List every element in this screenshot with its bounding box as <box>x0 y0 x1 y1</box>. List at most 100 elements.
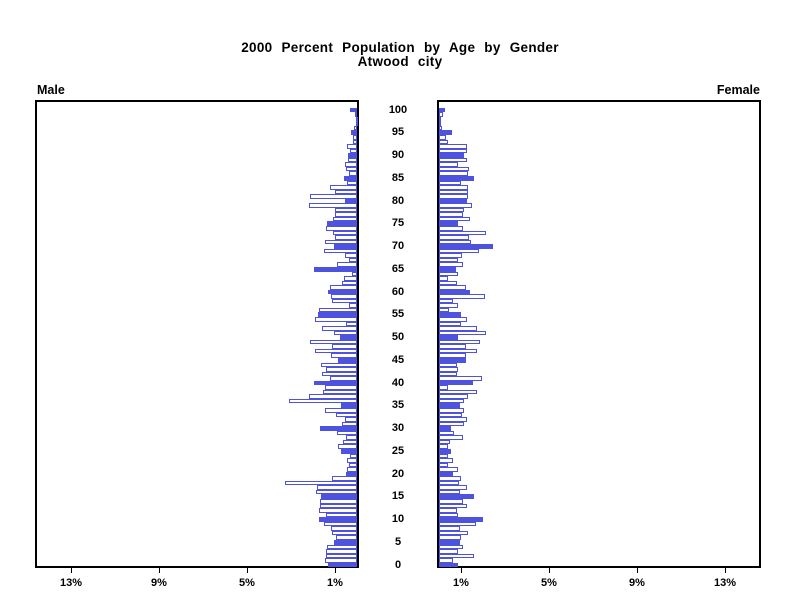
male-plot-frame <box>35 100 359 568</box>
female-bar-age-70 <box>439 244 494 249</box>
female-bar-age-2 <box>439 553 475 559</box>
female-bar-age-80 <box>439 198 467 204</box>
female-bar-age-98 <box>439 116 442 122</box>
female-bar-age-47 <box>439 348 477 354</box>
male-bar-age-47 <box>314 348 357 354</box>
female-bar-age-16 <box>439 489 460 495</box>
age-tick-label-85: 85 <box>391 171 405 184</box>
female-bar-age-24 <box>439 453 448 459</box>
male-bar-age-69 <box>324 248 357 254</box>
male-xtick-label-5: 5% <box>239 577 255 589</box>
female-bar-age-37 <box>439 394 469 399</box>
male-xtick-label-1: 1% <box>327 577 343 589</box>
male-bar-age-78 <box>335 207 357 213</box>
female-xtick-label-1: 1% <box>453 577 469 589</box>
age-tick-label-10: 10 <box>391 513 405 525</box>
female-bar-age-99 <box>439 112 444 117</box>
male-bar-age-48 <box>332 344 357 349</box>
age-tick-label-90: 90 <box>391 149 405 161</box>
male-bar-age-25 <box>340 448 357 454</box>
male-bar-age-20 <box>346 471 357 477</box>
male-bar-age-81 <box>310 194 357 199</box>
male-bar-age-11 <box>326 512 357 518</box>
female-bar-age-3 <box>439 549 458 554</box>
age-tick-label-50: 50 <box>391 331 405 343</box>
male-bar-age-89 <box>347 157 357 163</box>
male-bar-age-34 <box>325 408 357 413</box>
male-xtick-label-13: 13% <box>59 577 83 589</box>
female-bar-age-53 <box>439 321 461 327</box>
female-bar-age-12 <box>439 508 457 513</box>
female-bar-age-60 <box>439 289 471 295</box>
female-bar-age-92 <box>439 144 468 149</box>
male-bar-age-85 <box>343 175 357 181</box>
female-bar-age-43 <box>439 367 458 372</box>
female-axis-label: Female <box>716 83 760 97</box>
male-bar-age-94 <box>352 135 357 140</box>
female-bar-age-5 <box>439 539 460 545</box>
male-bar-age-42 <box>322 371 357 377</box>
male-bar-age-91 <box>349 148 357 154</box>
male-bar-age-66 <box>337 262 357 267</box>
female-bar-age-94 <box>439 135 446 140</box>
male-bar-age-76 <box>332 216 357 222</box>
chart-title: 2000 Percent Population by Age by Gender <box>241 40 559 55</box>
male-bar-age-49 <box>310 339 357 345</box>
female-bar-age-56 <box>439 307 449 313</box>
female-bar-age-81 <box>439 194 469 199</box>
age-tick-label-75: 75 <box>391 217 405 230</box>
male-bar-age-56 <box>318 307 357 313</box>
female-bar-age-18 <box>439 480 460 486</box>
female-bar-age-34 <box>439 408 465 413</box>
female-bar-age-61 <box>439 285 467 290</box>
female-bar-age-35 <box>439 403 460 409</box>
male-bar-age-46 <box>331 353 357 358</box>
male-bar-age-52 <box>321 326 357 331</box>
male-bar-age-70 <box>333 244 357 249</box>
male-bar-age-38 <box>322 389 357 395</box>
female-bar-age-71 <box>439 239 471 245</box>
female-bar-age-62 <box>439 280 457 286</box>
male-bar-age-0 <box>327 562 357 568</box>
male-bar-age-96 <box>354 125 357 131</box>
age-tick-label-70: 70 <box>391 240 405 252</box>
female-bar-age-83 <box>439 185 469 190</box>
female-bar-age-50 <box>439 335 458 340</box>
age-tick-label-60: 60 <box>391 285 405 298</box>
male-bar-age-50 <box>340 335 357 340</box>
male-bar-age-79 <box>308 203 357 208</box>
male-bar-age-45 <box>338 357 357 363</box>
female-bar-age-66 <box>439 262 464 267</box>
female-bar-age-14 <box>439 499 464 504</box>
age-tick-label-100: 100 <box>388 103 408 116</box>
age-tick-label-65: 65 <box>391 262 405 275</box>
male-bar-age-13 <box>320 503 357 509</box>
female-bar-age-58 <box>439 298 454 304</box>
male-bar-age-21 <box>347 467 357 472</box>
male-bar-age-1 <box>324 558 357 563</box>
male-bar-age-67 <box>349 257 357 263</box>
female-bar-age-13 <box>439 503 467 509</box>
female-bar-age-22 <box>439 462 448 468</box>
female-bar-age-21 <box>439 467 458 472</box>
male-bar-age-92 <box>346 144 357 149</box>
male-bar-age-36 <box>288 398 357 404</box>
male-bar-age-9 <box>323 521 357 527</box>
female-bar-age-76 <box>439 216 471 222</box>
male-bar-age-18 <box>285 480 357 486</box>
male-bar-age-95 <box>350 130 357 136</box>
male-bar-age-59 <box>330 294 357 299</box>
age-tick-label-55: 55 <box>391 308 405 321</box>
female-xtick-5 <box>548 568 550 573</box>
male-bar-age-98 <box>355 116 358 122</box>
male-bar-age-24 <box>349 453 357 459</box>
male-bar-age-7 <box>332 530 357 536</box>
male-bar-age-87 <box>346 166 357 172</box>
male-bar-age-8 <box>331 526 357 531</box>
female-bar-age-74 <box>439 226 463 231</box>
female-bar-age-33 <box>439 412 463 418</box>
male-bar-age-74 <box>326 226 357 231</box>
male-bar-age-60 <box>327 289 357 295</box>
male-bar-age-86 <box>348 171 357 176</box>
